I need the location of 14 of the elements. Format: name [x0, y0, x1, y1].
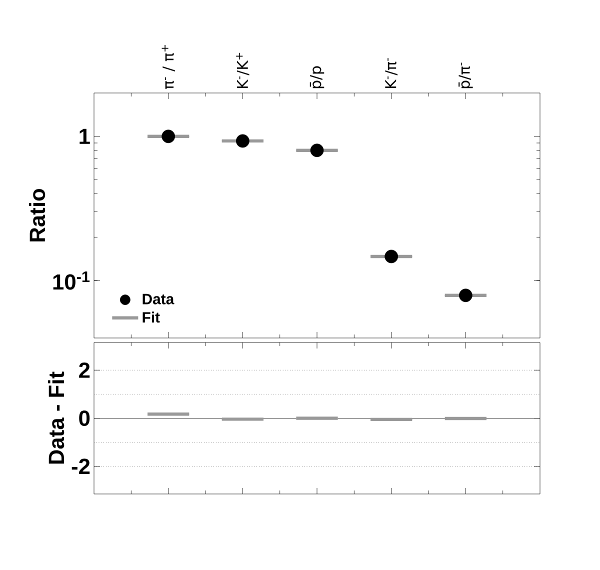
y-tick-label: -2: [72, 458, 90, 474]
y-tick-label: 0: [79, 410, 90, 426]
legend-label: Fit: [142, 312, 160, 323]
y-tick-label: 2: [79, 362, 90, 378]
y-axis-title: Ratio: [29, 188, 46, 242]
y-axis-title: Data - Fit: [48, 372, 64, 464]
x-tick-label: K$^{-}$/π$^{-}$: [385, 58, 398, 88]
x-tick-label: π$^{-}$ / π$^{+}$: [162, 45, 175, 89]
legend-label: Data: [142, 294, 174, 304]
x-tick-label: K$^{-}$/K$^{+}$: [236, 52, 250, 88]
x-tick-label: p̄/π$^{-}$: [458, 62, 473, 88]
y-tick-label: 1: [80, 128, 90, 144]
x-tick-label: p̄/p: [310, 66, 324, 88]
y-tick-label: 10$^{-1}$: [53, 271, 90, 290]
